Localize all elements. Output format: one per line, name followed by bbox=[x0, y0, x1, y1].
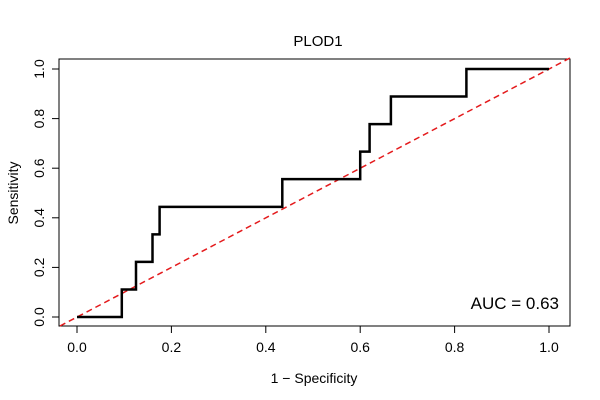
y-tick-label: 1.0 bbox=[31, 59, 47, 79]
y-tick-label: 0.8 bbox=[31, 109, 47, 129]
y-tick-label: 0.4 bbox=[31, 208, 47, 228]
x-tick-label: 0.6 bbox=[350, 339, 370, 355]
auc-annotation: AUC = 0.63 bbox=[471, 294, 559, 313]
y-axis: 0.0 0.2 0.4 0.6 0.8 1.0 bbox=[31, 59, 60, 327]
x-axis: 0.0 0.2 0.4 0.6 0.8 1.0 bbox=[67, 325, 559, 355]
x-tick-label: 0.2 bbox=[162, 339, 182, 355]
y-axis-label: Sensitivity bbox=[5, 161, 21, 224]
x-tick-label: 0.8 bbox=[445, 339, 465, 355]
y-tick-label: 0.6 bbox=[31, 158, 47, 178]
x-tick-label: 0.4 bbox=[256, 339, 276, 355]
chart-title: PLOD1 bbox=[293, 33, 342, 50]
y-tick-label: 0.2 bbox=[31, 257, 47, 277]
x-tick-label: 0.0 bbox=[67, 339, 87, 355]
x-axis-label: 1 − Specificity bbox=[271, 370, 358, 386]
y-tick-label: 0.0 bbox=[31, 307, 47, 327]
x-tick-label: 1.0 bbox=[539, 339, 559, 355]
reference-diagonal-line bbox=[59, 57, 571, 327]
roc-curve-line-0 bbox=[77, 67, 549, 319]
